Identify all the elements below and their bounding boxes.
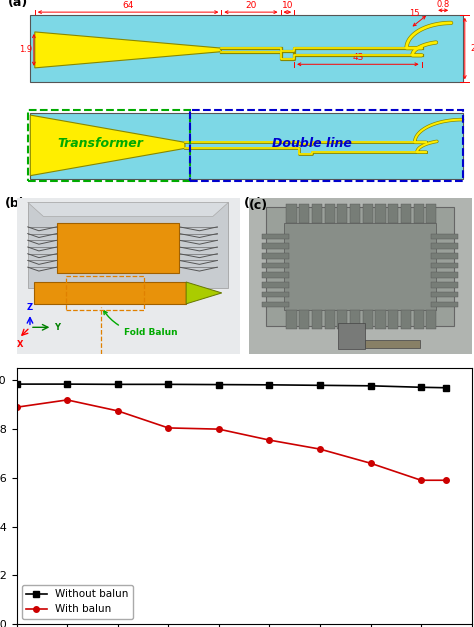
Polygon shape (30, 115, 185, 176)
Line: Without balun: Without balun (14, 381, 449, 391)
Without balun (266, 381, 272, 389)
Bar (190, 110, 463, 181)
Bar (262, 234, 289, 240)
Bar (431, 263, 458, 268)
Text: 1.9: 1.9 (19, 45, 32, 55)
Bar (262, 302, 289, 307)
Bar (262, 282, 289, 288)
Without balun (444, 384, 449, 391)
Bar (325, 310, 335, 329)
Bar (426, 310, 437, 329)
Bar (284, 223, 436, 310)
With balun (317, 445, 323, 453)
Bar (350, 204, 360, 223)
Bar (262, 253, 289, 258)
Bar (30, 15, 463, 82)
Without balun (317, 382, 323, 389)
Text: X: X (17, 340, 23, 349)
Bar (262, 263, 289, 268)
Bar (363, 204, 373, 223)
Text: (a): (a) (8, 0, 28, 9)
With balun (368, 460, 374, 467)
Text: (c): (c) (244, 197, 263, 210)
Bar (262, 292, 289, 297)
Polygon shape (28, 203, 228, 216)
Without balun (64, 381, 70, 388)
Bar (312, 310, 322, 329)
Bar (414, 204, 424, 223)
Bar (66, 276, 144, 310)
With balun (14, 403, 19, 411)
With balun (418, 477, 424, 484)
Bar (431, 302, 458, 307)
Bar (375, 204, 385, 223)
Without balun (368, 382, 374, 389)
Bar (28, 110, 190, 181)
Bar (286, 204, 297, 223)
With balun (64, 396, 70, 404)
Bar (266, 207, 454, 326)
Bar (262, 273, 289, 278)
Text: Z: Z (27, 303, 33, 312)
Without balun (418, 384, 424, 391)
Bar (299, 310, 309, 329)
Bar (365, 340, 420, 347)
Text: 20: 20 (245, 1, 256, 10)
Bar (431, 253, 458, 258)
Without balun (216, 381, 222, 388)
Line: With balun: With balun (14, 397, 449, 483)
Bar (401, 204, 411, 223)
Text: 15: 15 (410, 9, 420, 18)
Text: (c): (c) (248, 199, 268, 212)
Bar (30, 113, 463, 179)
Bar (363, 310, 373, 329)
With balun (216, 425, 222, 433)
Bar (338, 323, 365, 349)
Bar (431, 243, 458, 249)
Bar (337, 310, 347, 329)
Without balun (14, 381, 19, 388)
Bar (325, 204, 335, 223)
With balun (444, 477, 449, 484)
Bar (57, 223, 180, 273)
Bar (312, 204, 322, 223)
With balun (266, 436, 272, 444)
Bar (375, 310, 385, 329)
Text: 43: 43 (352, 53, 364, 63)
Bar (388, 310, 398, 329)
Bar (337, 204, 347, 223)
Bar (431, 273, 458, 278)
Bar (262, 243, 289, 249)
Without balun (165, 381, 171, 388)
Bar (299, 204, 309, 223)
Text: Fold Balun: Fold Balun (104, 310, 177, 337)
Bar (414, 310, 424, 329)
Bar (35, 282, 186, 304)
Legend: Without balun, With balun: Without balun, With balun (22, 585, 133, 619)
Bar (431, 234, 458, 240)
Text: (b): (b) (5, 197, 26, 210)
Text: Y: Y (55, 323, 61, 332)
With balun (165, 424, 171, 431)
Bar (431, 292, 458, 297)
Text: 64: 64 (122, 1, 134, 10)
Polygon shape (186, 282, 222, 304)
Bar (401, 310, 411, 329)
Bar (426, 204, 437, 223)
Bar (431, 282, 458, 288)
Bar (388, 204, 398, 223)
Text: Transformer: Transformer (58, 137, 144, 150)
Bar (350, 310, 360, 329)
With balun (115, 407, 120, 414)
Text: 20: 20 (471, 44, 474, 53)
Polygon shape (35, 32, 221, 68)
Without balun (115, 381, 120, 388)
Bar (286, 310, 297, 329)
Text: 0.8: 0.8 (437, 0, 450, 9)
Text: Double line: Double line (273, 137, 352, 150)
Text: 10: 10 (282, 1, 293, 10)
Bar (28, 203, 228, 288)
